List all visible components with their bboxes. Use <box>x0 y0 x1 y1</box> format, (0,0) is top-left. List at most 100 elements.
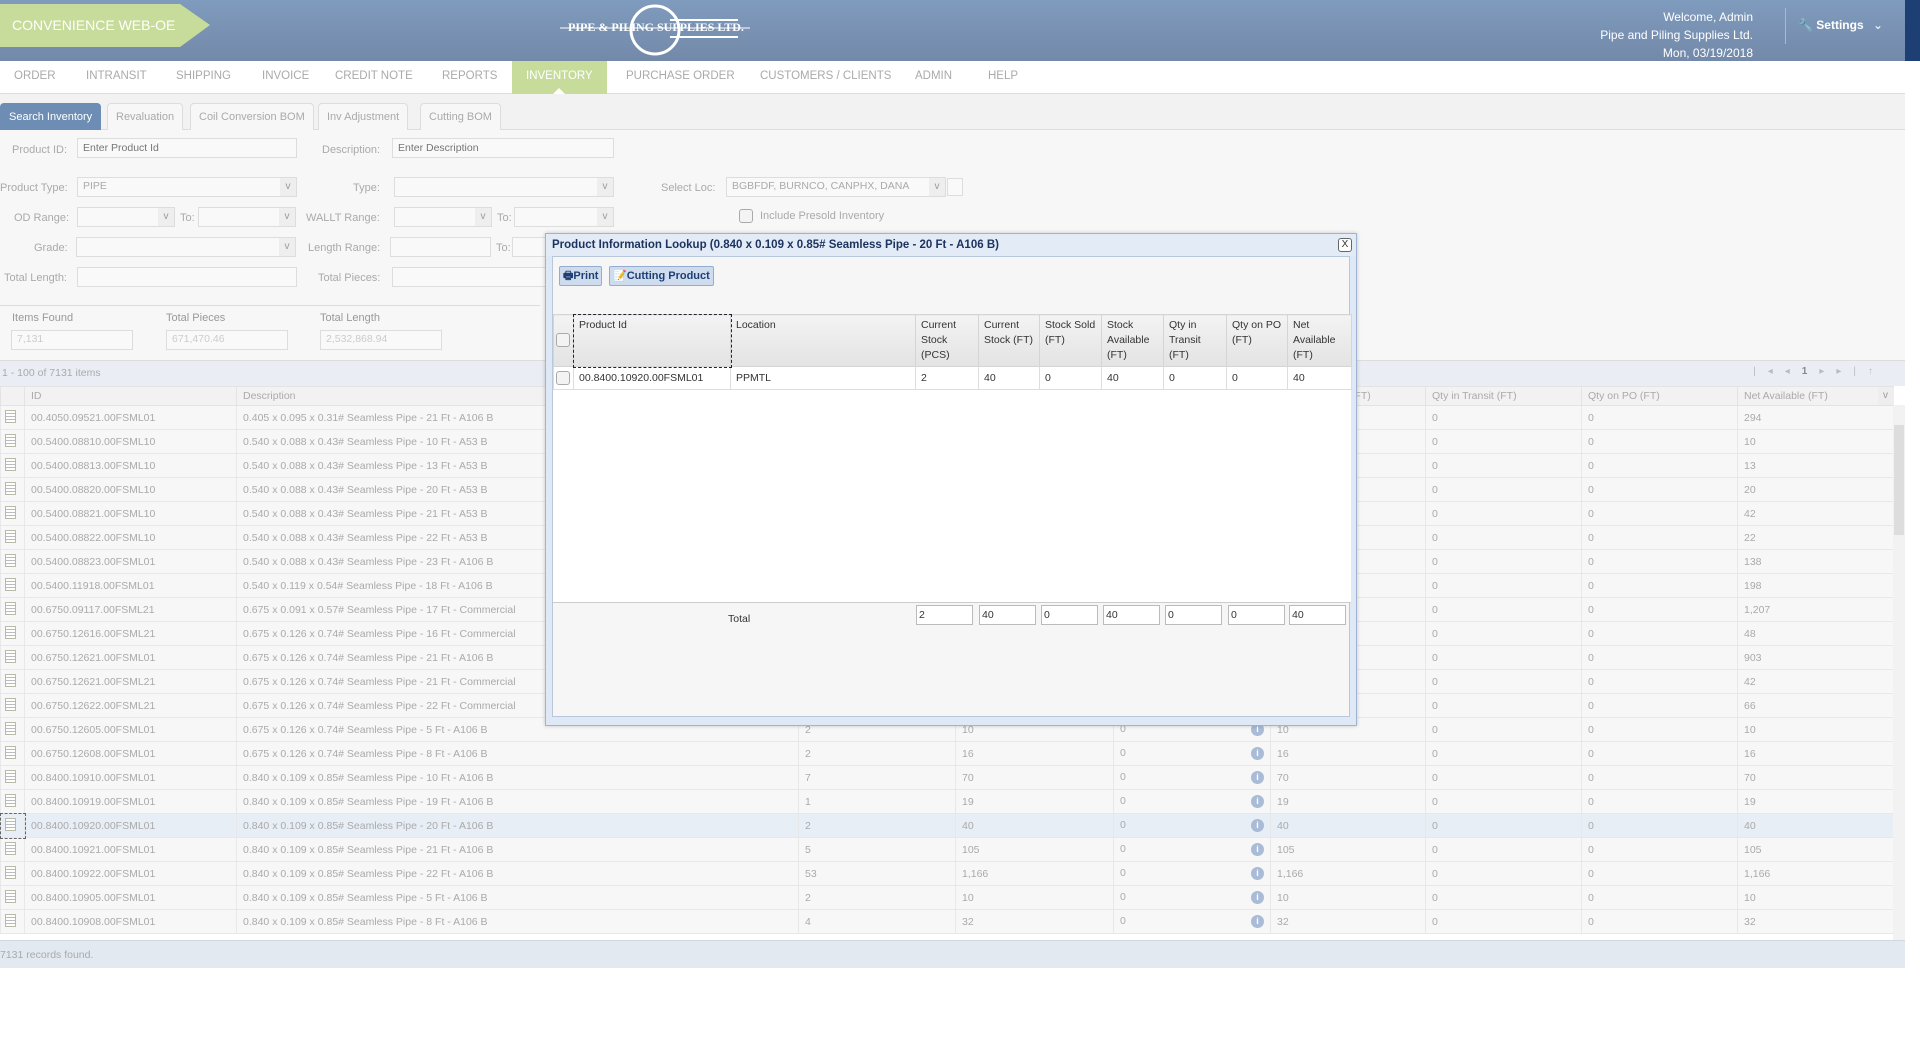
info-icon[interactable]: i <box>1251 867 1264 880</box>
app-name[interactable]: CONVENIENCE WEB-OE <box>0 4 210 47</box>
nav-help[interactable]: HELP <box>988 70 1019 82</box>
edit-document-icon[interactable] <box>5 673 16 687</box>
nav-admin[interactable]: ADMIN <box>915 70 953 82</box>
info-icon[interactable]: i <box>1251 843 1264 856</box>
row-action-cell[interactable] <box>0 717 25 742</box>
edit-document-icon[interactable] <box>5 841 16 855</box>
total-field[interactable]: 0 <box>1041 605 1098 625</box>
tab-coil-conversion-bom[interactable]: Coil Conversion BOM <box>190 103 314 130</box>
edit-document-icon[interactable] <box>5 721 16 735</box>
scroll-top-icon[interactable]: ↑ <box>1868 366 1885 377</box>
info-icon[interactable]: i <box>1251 819 1264 832</box>
lookup-header-net-available-ft[interactable]: Net Available (FT) <box>1287 314 1352 367</box>
product-id-input[interactable] <box>77 138 297 158</box>
row-action-cell[interactable] <box>0 477 25 502</box>
edit-document-icon[interactable] <box>5 553 16 567</box>
row-action-cell[interactable] <box>0 885 25 910</box>
grade-select[interactable] <box>76 237 296 257</box>
table-row[interactable]: 00.8400.10910.00FSML01 0.840 x 0.109 x 0.… <box>0 765 1894 790</box>
edit-document-icon[interactable] <box>5 457 16 471</box>
row-select-cell[interactable] <box>553 366 574 390</box>
lookup-header-current-stock-ft[interactable]: Current Stock (FT) <box>978 314 1040 367</box>
select-all-checkbox[interactable] <box>556 333 570 348</box>
info-icon[interactable]: i <box>1251 771 1264 784</box>
length-range-to-input[interactable] <box>512 237 552 257</box>
nav-order[interactable]: ORDER <box>14 70 56 82</box>
location-option-button[interactable] <box>947 178 963 196</box>
nav-inventory[interactable]: INVENTORY <box>512 61 607 94</box>
location-multiselect[interactable]: BGBFDF, BURNCO, CANPHX, DANA <box>726 177 946 197</box>
row-checkbox[interactable] <box>556 371 570 385</box>
row-action-cell[interactable] <box>0 765 25 790</box>
lookup-row[interactable]: 00.8400.10920.00FSML01 PPMTL 2 40 0 40 0 0 40 <box>553 366 1352 390</box>
tab-search-inventory[interactable]: Search Inventory <box>0 103 102 130</box>
od-range-from-select[interactable] <box>77 207 175 227</box>
table-row[interactable]: 00.8400.10921.00FSML01 0.840 x 0.109 x 0.… <box>0 837 1894 862</box>
tab-inv-adjustment[interactable]: Inv Adjustment <box>318 103 409 130</box>
row-action-cell[interactable] <box>0 429 25 454</box>
total-field[interactable]: 40 <box>1289 605 1346 625</box>
row-action-cell[interactable] <box>0 693 25 718</box>
total-field[interactable]: 0 <box>1228 605 1285 625</box>
row-action-cell[interactable] <box>0 837 25 862</box>
edit-document-icon[interactable] <box>5 817 16 831</box>
wallt-range-from-select[interactable] <box>394 207 492 227</box>
nav-invoice[interactable]: INVOICE <box>262 70 310 82</box>
edit-document-icon[interactable] <box>5 889 16 903</box>
edit-document-icon[interactable] <box>5 649 16 663</box>
last-page-icon[interactable]: ▸| <box>1836 366 1868 377</box>
lookup-header-qty-on-po-ft[interactable]: Qty on PO (FT) <box>1226 314 1288 367</box>
next-page-icon[interactable]: ▸ <box>1819 366 1837 377</box>
total-pieces-input[interactable] <box>392 267 552 287</box>
edit-document-icon[interactable] <box>5 697 16 711</box>
od-range-to-select[interactable] <box>198 207 296 227</box>
edit-document-icon[interactable] <box>5 529 16 543</box>
edit-document-icon[interactable] <box>5 601 16 615</box>
info-icon[interactable]: i <box>1251 747 1264 760</box>
table-row[interactable]: 00.8400.10920.00FSML01 0.840 x 0.109 x 0.… <box>0 812 1894 839</box>
total-length-input[interactable] <box>77 267 297 287</box>
total-field[interactable]: 2 <box>916 605 973 625</box>
table-row[interactable]: 00.8400.10908.00FSML01 0.840 x 0.109 x 0.… <box>0 909 1894 934</box>
edit-document-icon[interactable] <box>5 505 16 519</box>
edit-document-icon[interactable] <box>5 481 16 495</box>
settings-menu[interactable]: 🔧 Settings ⌄ <box>1785 8 1883 44</box>
table-row[interactable]: 00.6750.12608.00FSML01 0.675 x 0.126 x 0.… <box>0 741 1894 766</box>
cutting-product-button[interactable]: 📝Cutting Product <box>609 266 714 286</box>
row-action-cell[interactable] <box>0 501 25 526</box>
nav-purchase-order[interactable]: PURCHASE ORDER <box>626 70 735 82</box>
row-action-cell[interactable] <box>0 909 25 934</box>
row-action-cell[interactable] <box>0 669 25 694</box>
include-presold-checkbox[interactable] <box>739 209 753 223</box>
edit-document-icon[interactable] <box>5 577 16 591</box>
type-select[interactable] <box>394 177 614 197</box>
table-row[interactable]: 00.8400.10919.00FSML01 0.840 x 0.109 x 0.… <box>0 789 1894 814</box>
column-header-net-available-ft[interactable]: Net Available (FT) <box>1737 386 1894 406</box>
edit-document-icon[interactable] <box>5 745 16 759</box>
column-header-id[interactable]: ID <box>24 386 237 406</box>
lookup-header-location[interactable]: Location <box>730 314 916 367</box>
row-action-cell[interactable] <box>0 812 26 839</box>
lookup-header-stock-sold-ft[interactable]: Stock Sold (FT) <box>1039 314 1102 367</box>
row-action-cell[interactable] <box>0 525 25 550</box>
nav-credit-note[interactable]: CREDIT NOTE <box>335 70 413 82</box>
edit-document-icon[interactable] <box>5 793 16 807</box>
row-action-cell[interactable] <box>0 861 25 886</box>
print-button[interactable]: 🖶Print <box>559 266 603 286</box>
nav-customers-clients[interactable]: CUSTOMERS / CLIENTS <box>760 70 892 82</box>
current-page[interactable]: 1 <box>1801 366 1820 377</box>
lookup-header-product-id[interactable]: Product Id <box>572 313 732 368</box>
edit-document-icon[interactable] <box>5 769 16 783</box>
row-action-cell[interactable] <box>0 645 25 670</box>
tab-cutting-bom[interactable]: Cutting BOM <box>420 103 501 130</box>
info-icon[interactable]: i <box>1251 795 1264 808</box>
nav-reports[interactable]: REPORTS <box>442 70 498 82</box>
edit-document-icon[interactable] <box>5 433 16 447</box>
column-header-qty-on-po-ft[interactable]: Qty on PO (FT) <box>1581 386 1738 406</box>
row-action-cell[interactable] <box>0 789 25 814</box>
lookup-header-qty-in-transit-ft[interactable]: Qty in Transit (FT) <box>1163 314 1227 367</box>
prev-page-icon[interactable]: ◂ <box>1784 366 1802 377</box>
info-icon[interactable]: i <box>1251 891 1264 904</box>
row-action-cell[interactable] <box>0 549 25 574</box>
table-row[interactable]: 00.8400.10922.00FSML01 0.840 x 0.109 x 0.… <box>0 861 1894 886</box>
